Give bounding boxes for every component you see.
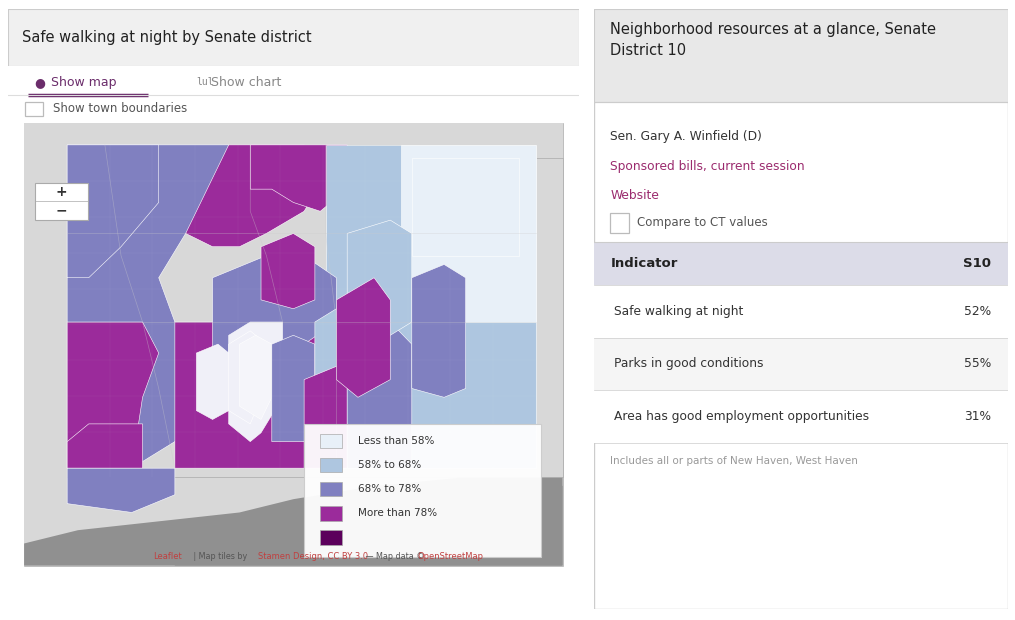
Text: 68% to 78%: 68% to 78% [358, 484, 421, 494]
Text: Leaflet: Leaflet [153, 552, 182, 560]
Polygon shape [67, 145, 562, 477]
Polygon shape [228, 331, 266, 424]
Bar [321, 530, 342, 545]
Polygon shape [304, 366, 347, 468]
Polygon shape [67, 322, 158, 468]
Text: 52%: 52% [964, 304, 992, 317]
Bar [321, 506, 342, 521]
Text: Sen. Gary A. Winfield (D): Sen. Gary A. Winfield (D) [610, 130, 762, 143]
Polygon shape [175, 300, 336, 468]
Text: Neighborhood resources at a glance, Senate
District 10: Neighborhood resources at a glance, Sena… [610, 22, 937, 58]
Polygon shape [401, 145, 536, 322]
Text: Show town boundaries: Show town boundaries [53, 102, 187, 115]
Polygon shape [24, 468, 562, 565]
Polygon shape [315, 309, 347, 441]
Bar [594, 337, 1008, 391]
Text: ●: ● [35, 76, 45, 89]
Polygon shape [251, 145, 347, 211]
Polygon shape [240, 335, 272, 420]
Text: 55%: 55% [964, 358, 992, 371]
Bar [594, 9, 1008, 102]
Bar [8, 9, 579, 66]
Text: Show map: Show map [51, 76, 117, 89]
Polygon shape [186, 145, 326, 247]
Polygon shape [228, 322, 282, 441]
Polygon shape [175, 486, 562, 565]
Polygon shape [347, 322, 412, 468]
Text: Compare to CT values: Compare to CT values [637, 216, 768, 229]
Text: Parks in good conditions: Parks in good conditions [614, 358, 764, 371]
Text: Indicator: Indicator [610, 257, 678, 270]
Bar [304, 424, 541, 557]
Polygon shape [272, 335, 315, 441]
Polygon shape [67, 145, 158, 278]
Bar [321, 434, 342, 448]
Bar [321, 482, 342, 497]
Bar [35, 182, 88, 220]
Polygon shape [347, 220, 412, 335]
Text: +: + [56, 185, 67, 199]
Text: Safe walking at night: Safe walking at night [614, 304, 744, 317]
Text: More than 78%: More than 78% [358, 508, 437, 518]
Text: | Map tiles by: | Map tiles by [191, 552, 250, 560]
Text: 58% to 68%: 58% to 68% [358, 460, 421, 470]
Text: Includes all or parts of New Haven, West Haven: Includes all or parts of New Haven, West… [610, 456, 859, 466]
Text: 31%: 31% [964, 410, 992, 423]
Polygon shape [67, 145, 228, 468]
Text: Show chart: Show chart [211, 76, 281, 89]
Text: −: − [56, 204, 67, 218]
Polygon shape [336, 278, 390, 397]
Bar [594, 242, 1008, 285]
Polygon shape [67, 424, 142, 468]
Text: Area has good employment opportunities: Area has good employment opportunities [614, 410, 870, 423]
Text: Stamen Design, CC BY 3.0: Stamen Design, CC BY 3.0 [259, 552, 368, 560]
Text: — Map data ©: — Map data © [363, 552, 427, 560]
Text: Website: Website [610, 188, 659, 202]
Polygon shape [67, 468, 175, 513]
Polygon shape [412, 265, 466, 397]
Bar [321, 458, 342, 472]
Bar [24, 123, 562, 565]
Text: Sponsored bills, current session: Sponsored bills, current session [610, 160, 805, 173]
Text: Less than 58%: Less than 58% [358, 436, 434, 446]
Bar [610, 213, 629, 232]
Polygon shape [412, 158, 520, 255]
Bar [25, 102, 44, 115]
Text: lul: lul [196, 78, 214, 87]
Polygon shape [326, 145, 536, 468]
Polygon shape [212, 255, 336, 353]
Bar [594, 391, 1008, 443]
Polygon shape [197, 344, 228, 420]
Text: OpenStreetMap: OpenStreetMap [417, 552, 483, 560]
Bar [594, 285, 1008, 337]
Polygon shape [24, 123, 562, 565]
Text: Safe walking at night by Senate district: Safe walking at night by Senate district [22, 30, 312, 45]
Text: S10: S10 [963, 257, 992, 270]
Polygon shape [261, 234, 315, 309]
